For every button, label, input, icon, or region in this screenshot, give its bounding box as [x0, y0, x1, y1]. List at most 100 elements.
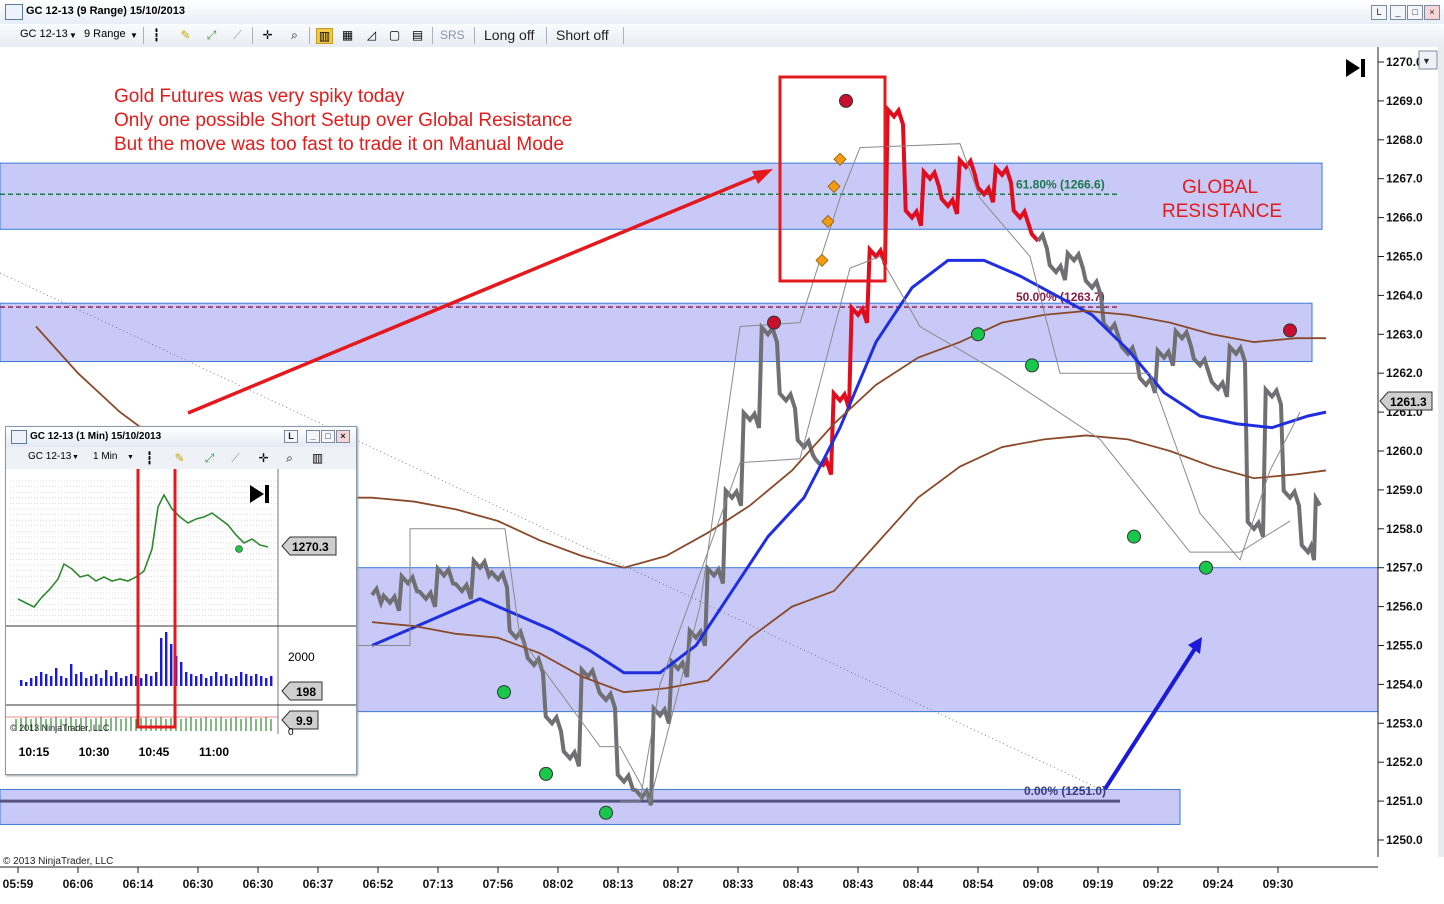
channel-lower: [620, 255, 1291, 802]
red-arrow: [187, 173, 761, 415]
zoom-icon[interactable]: ⌕: [291, 28, 298, 42]
vertical-scrollbar[interactable]: [1438, 47, 1444, 857]
y-tick-label: 1251.0: [1386, 794, 1423, 808]
x-tick-label: 09:30: [1263, 877, 1294, 891]
properties-icon[interactable]: ▤: [411, 28, 424, 42]
inset-volume-bar: [235, 676, 238, 686]
y-tick-label: 1264.0: [1386, 288, 1423, 302]
y-tick-label: 1270.0: [1386, 55, 1423, 69]
instrument-selector[interactable]: GC 12-13: [20, 28, 68, 40]
inset-volume-bar: [35, 676, 38, 686]
line-icon[interactable]: ⟋: [233, 28, 242, 42]
inset-interval-selector[interactable]: 1 Min: [93, 451, 118, 462]
x-tick-label: 06:06: [63, 877, 94, 891]
toolbar-separator: [309, 27, 310, 44]
inset-volume-bar: [120, 678, 123, 686]
pencil-icon[interactable]: ✎: [180, 28, 191, 42]
inset-price-chart[interactable]: 1270.3 2000 198 9.9 0 © 2013 NinjaTrader…: [6, 469, 356, 774]
x-tick-label: 08:43: [843, 877, 874, 891]
short-toggle[interactable]: Short off: [556, 27, 609, 43]
zoom-icon[interactable]: ⌕: [286, 451, 293, 465]
fib-label: 61.80% (1266.6): [1016, 177, 1105, 191]
trend-line: [0, 272, 1101, 790]
inset-list-button[interactable]: L: [284, 430, 298, 443]
inset-volume-bar: [255, 674, 258, 686]
window-title: GC 12-13 (9 Range) 15/10/2013: [26, 5, 185, 17]
bar-style-icon[interactable]: ┇: [145, 451, 154, 465]
inset-volume-bar: [210, 676, 213, 686]
ray-icon[interactable]: ⤢: [204, 451, 215, 465]
inset-volume-bar: [40, 672, 43, 686]
y-tick-label: 1268.0: [1386, 133, 1423, 147]
indicators-icon[interactable]: ◿: [366, 28, 377, 42]
x-tick-label: 08:02: [543, 877, 574, 891]
y-tick-label: 1256.0: [1386, 600, 1423, 614]
line-icon[interactable]: ⟋: [231, 451, 240, 465]
inset-volume-bar: [55, 668, 58, 686]
inset-volume-bar: [130, 674, 133, 686]
chevron-down-icon[interactable]: ▼: [1422, 56, 1431, 66]
inset-volume-bar: [215, 672, 218, 686]
close-button[interactable]: ×: [1424, 5, 1440, 20]
scroll-to-end-icon[interactable]: [1346, 59, 1365, 77]
chevron-down-icon[interactable]: ▼: [130, 31, 138, 40]
minimize-button[interactable]: _: [1390, 5, 1406, 20]
inset-volume-bar: [90, 676, 93, 686]
interval-selector[interactable]: 9 Range: [84, 28, 126, 40]
x-tick-label: 09:22: [1143, 877, 1174, 891]
chevron-down-icon[interactable]: ▼: [72, 454, 79, 461]
inset-volume-bar: [95, 674, 98, 686]
inset-maximize-button[interactable]: □: [321, 430, 335, 443]
x-tick-label: 06:14: [123, 877, 154, 891]
toolbar-separator: [143, 27, 144, 44]
chart-style-icon[interactable]: ▥: [311, 451, 324, 465]
inset-volume-bar: [50, 676, 53, 686]
inset-indicator-zero: 0: [288, 727, 294, 738]
data-box-icon[interactable]: ▢: [388, 28, 401, 42]
candles-icon[interactable]: ▦: [341, 28, 354, 42]
annotation-line-1: Gold Futures was very spiky today: [114, 86, 405, 107]
inset-highlight-box: [136, 469, 177, 729]
inset-volume-bar: [85, 678, 88, 686]
ray-icon[interactable]: ⤢: [206, 28, 217, 42]
inset-chart-window[interactable]: GC 12-13 (1 Min) 15/10/2013 L _ □ × GC 1…: [5, 426, 357, 775]
inset-volume-bar: [125, 676, 128, 686]
swing-low-dot: [1025, 358, 1039, 373]
list-button[interactable]: L: [1371, 5, 1387, 20]
inset-instrument-selector[interactable]: GC 12-13: [28, 451, 72, 462]
last-price-label: 1261.3: [1390, 395, 1427, 409]
srs-button[interactable]: SRS: [440, 28, 465, 42]
entry-marker: [833, 152, 847, 166]
chevron-down-icon[interactable]: ▼: [69, 31, 77, 40]
inset-volume-bar: [100, 678, 103, 686]
inset-title-bar: GC 12-13 (1 Min) 15/10/2013 L _ □ ×: [6, 427, 356, 447]
x-tick-label: 06:37: [303, 877, 334, 891]
inset-minimize-button[interactable]: _: [306, 430, 320, 443]
copyright-text: © 2013 NinjaTrader, LLC: [3, 856, 113, 867]
inset-scroll-to-end-icon[interactable]: [250, 485, 269, 503]
y-tick-label: 1269.0: [1386, 94, 1423, 108]
price-series-gray: [370, 322, 824, 806]
chevron-down-icon[interactable]: ▼: [127, 454, 134, 461]
pencil-icon[interactable]: ✎: [174, 451, 185, 465]
bar-style-icon[interactable]: ┇: [152, 28, 161, 42]
red-arrow-head: [752, 169, 773, 184]
maximize-button[interactable]: □: [1407, 5, 1423, 20]
price-chart[interactable]: 61.80% (1266.6)50.00% (1263.7)0.00% (125…: [0, 47, 1444, 904]
inset-last-price-label: 1270.3: [292, 540, 329, 554]
swing-low-dot: [497, 685, 511, 700]
y-tick-label: 1258.0: [1386, 522, 1423, 536]
inset-volume-bar: [270, 676, 273, 686]
x-tick-label: 05:59: [3, 877, 34, 891]
long-toggle[interactable]: Long off: [484, 27, 535, 43]
entry-marker: [821, 214, 835, 229]
inset-close-button[interactable]: ×: [336, 430, 350, 443]
inset-volume-bar: [60, 676, 63, 686]
crosshair-icon[interactable]: ✛: [258, 451, 269, 465]
window-title-bar: GC 12-13 (9 Range) 15/10/2013 L _ □ ×: [0, 0, 1444, 25]
inset-volume-bar: [140, 678, 143, 686]
inset-volume-bar: [70, 664, 73, 686]
scroll-down-button[interactable]: [1418, 50, 1438, 70]
crosshair-icon[interactable]: ✛: [262, 28, 273, 42]
chart-style-icon[interactable]: ▥: [316, 28, 333, 44]
